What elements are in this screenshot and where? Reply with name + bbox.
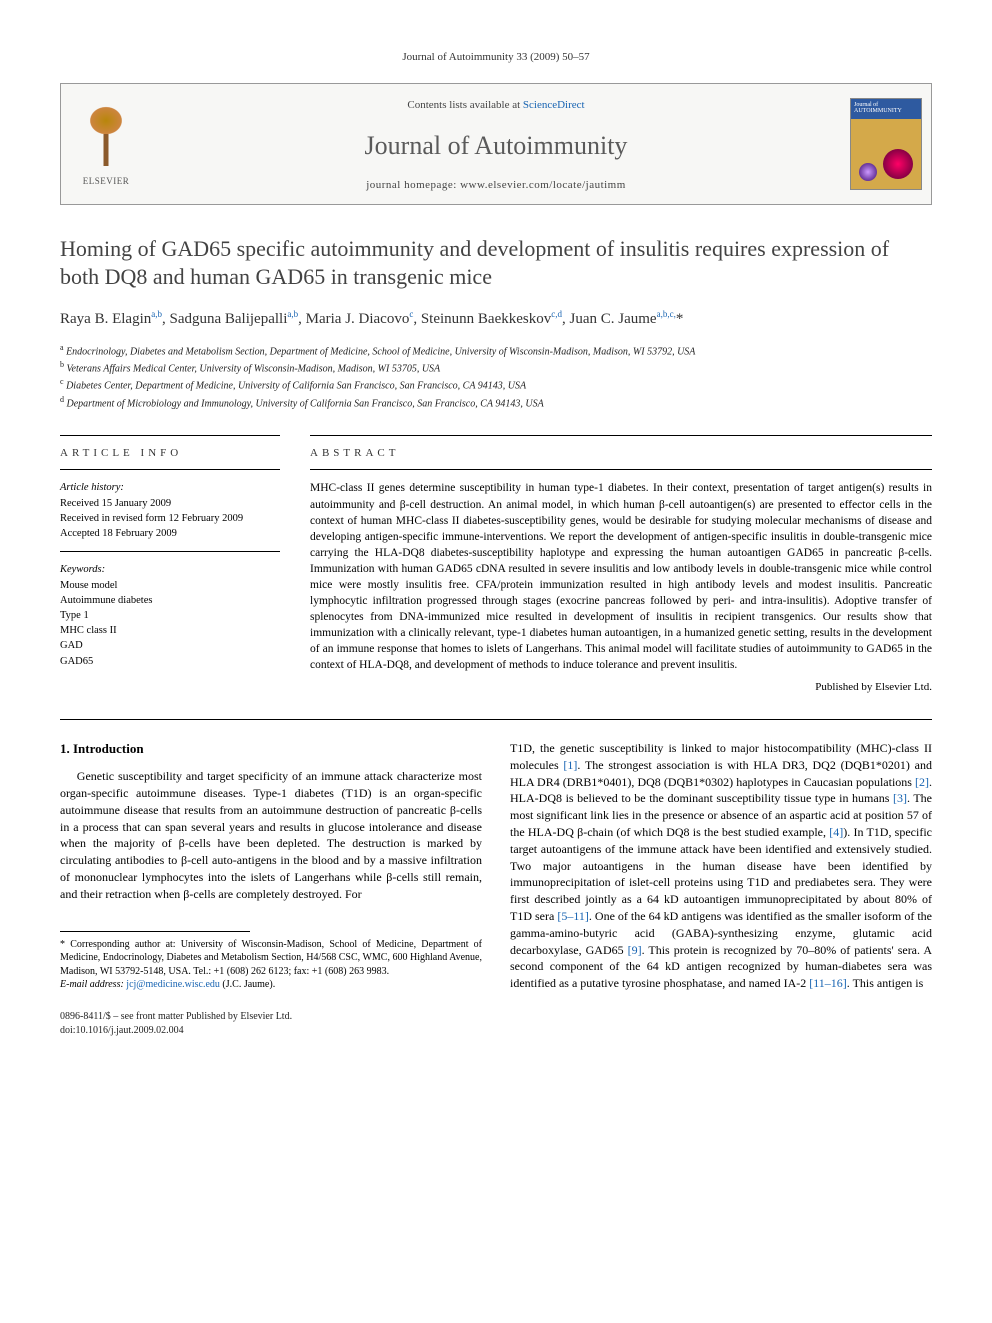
citation-link[interactable]: [4] [829,825,843,839]
received-date: Received 15 January 2009 [60,496,280,511]
abstract-column: ABSTRACT MHC-class II genes determine su… [310,427,932,695]
footnote-star-icon: * [60,939,70,950]
homepage-line: journal homepage: www.elsevier.com/locat… [159,178,833,193]
email-suffix: (J.C. Jaume). [220,979,275,990]
homepage-url[interactable]: www.elsevier.com/locate/jautimm [460,179,626,191]
journal-name: Journal of Autoimmunity [159,128,833,164]
issn-line: 0896-8411/$ – see front matter Published… [60,1010,932,1024]
keyword: GAD [60,638,280,653]
keyword: Type 1 [60,608,280,623]
affiliation-line: b Veterans Affairs Medical Center, Unive… [60,359,932,376]
revised-date: Received in revised form 12 February 200… [60,511,280,526]
citation-link[interactable]: [11–16] [809,976,847,990]
body-columns: 1. Introduction Genetic susceptibility a… [60,740,932,992]
publisher-label: ELSEVIER [76,175,136,188]
contents-prefix: Contents lists available at [407,99,522,111]
history-label: Article history: [60,480,280,495]
citation-link[interactable]: [3] [893,791,907,805]
article-history: Article history: Received 15 January 200… [60,480,280,541]
journal-header-box: ELSEVIER Contents lists available at Sci… [60,83,932,204]
elsevier-tree-icon [76,101,136,171]
keyword: Autoimmune diabetes [60,593,280,608]
section-heading: 1. Introduction [60,740,482,758]
keyword: MHC class II [60,623,280,638]
accepted-date: Accepted 18 February 2009 [60,526,280,541]
doi-line: doi:10.1016/j.jaut.2009.02.004 [60,1024,932,1038]
body-para-1: Genetic susceptibility and target specif… [60,768,482,902]
keywords-label: Keywords: [60,562,280,577]
affiliations: a Endocrinology, Diabetes and Metabolism… [60,342,932,411]
corr-email-link[interactable]: jcj@medicine.wisc.edu [126,979,220,990]
cover-title-text: Journal of AUTOIMMUNITY [854,102,918,114]
running-head: Journal of Autoimmunity 33 (2009) 50–57 [60,50,932,65]
cover-thumb-cell: Journal of AUTOIMMUNITY [841,84,931,203]
citation-link[interactable]: [2] [915,775,929,789]
keyword: Mouse model [60,578,280,593]
abstract-heading: ABSTRACT [310,446,932,461]
publisher-line: Published by Elsevier Ltd. [310,680,932,695]
sciencedirect-link[interactable]: ScienceDirect [523,99,585,111]
article-info-heading: ARTICLE INFO [60,446,280,461]
keyword: GAD65 [60,654,280,669]
citation-link[interactable]: [5–11] [557,909,589,923]
corr-label: Corresponding author at: [70,939,181,950]
section-title: Introduction [73,741,144,756]
author-list: Raya B. Elagina,b, Sadguna Balijepallia,… [60,308,932,330]
article-title: Homing of GAD65 specific autoimmunity an… [60,235,932,292]
footer-meta: 0896-8411/$ – see front matter Published… [60,1010,932,1038]
section-number: 1. [60,741,70,756]
cover-art-icon [883,149,913,179]
citation-link[interactable]: [1] [563,758,577,772]
header-center: Contents lists available at ScienceDirec… [151,84,841,203]
article-info-column: ARTICLE INFO Article history: Received 1… [60,427,280,695]
abstract-text: MHC-class II genes determine susceptibil… [310,480,932,673]
body-para-2: T1D, the genetic susceptibility is linke… [510,740,932,992]
journal-cover-icon: Journal of AUTOIMMUNITY [850,98,922,190]
homepage-label: journal homepage: [366,179,460,191]
keywords-block: Keywords: Mouse modelAutoimmune diabetes… [60,562,280,669]
email-label: E-mail address: [60,979,126,990]
citation-link[interactable]: [9] [628,943,642,957]
affiliation-line: a Endocrinology, Diabetes and Metabolism… [60,342,932,359]
publisher-logo-cell: ELSEVIER [61,84,151,203]
affiliation-line: d Department of Microbiology and Immunol… [60,394,932,411]
affiliation-line: c Diabetes Center, Department of Medicin… [60,376,932,393]
contents-line: Contents lists available at ScienceDirec… [159,98,833,113]
corresponding-footnote: * Corresponding author at: University of… [60,931,482,992]
cover-art2-icon [859,163,877,181]
